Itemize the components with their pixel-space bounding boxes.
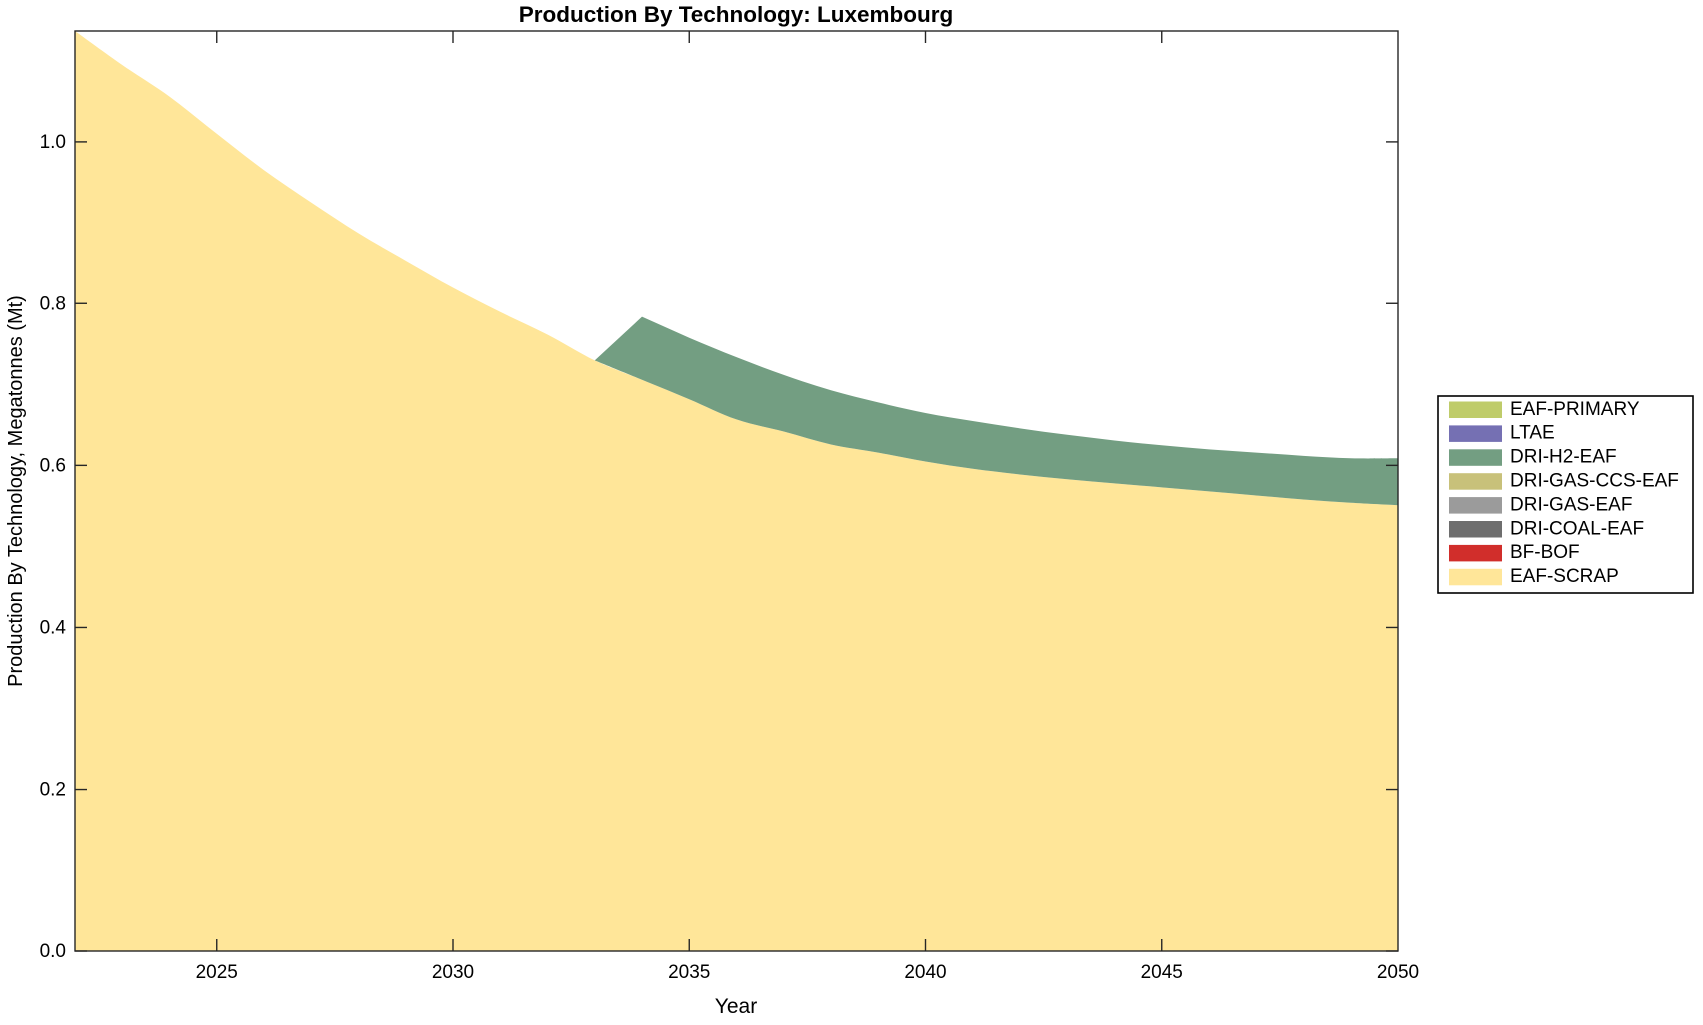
svg-text:LTAE: LTAE (1510, 423, 1555, 444)
svg-text:DRI-GAS-CCS-EAF: DRI-GAS-CCS-EAF (1510, 471, 1679, 492)
svg-text:DRI-GAS-EAF: DRI-GAS-EAF (1510, 494, 1632, 515)
svg-text:2050: 2050 (1377, 962, 1419, 983)
svg-text:2040: 2040 (904, 962, 946, 983)
svg-text:DRI-H2-EAF: DRI-H2-EAF (1510, 447, 1617, 468)
svg-text:Production By Technology: Luxe: Production By Technology: Luxembourg (519, 2, 954, 27)
svg-text:Production By Technology, Mega: Production By Technology, Megatonnes (Mt… (5, 295, 27, 687)
svg-text:EAF-SCRAP: EAF-SCRAP (1510, 566, 1619, 587)
svg-text:2045: 2045 (1141, 962, 1183, 983)
svg-text:0.0: 0.0 (40, 941, 66, 962)
svg-text:0.2: 0.2 (40, 780, 66, 801)
svg-text:BF-BOF: BF-BOF (1510, 542, 1580, 563)
svg-text:DRI-COAL-EAF: DRI-COAL-EAF (1510, 518, 1644, 539)
svg-text:0.8: 0.8 (40, 293, 66, 314)
svg-text:Year: Year (715, 995, 757, 1018)
svg-text:0.4: 0.4 (40, 617, 67, 638)
svg-text:2035: 2035 (668, 962, 710, 983)
svg-text:EAF-PRIMARY: EAF-PRIMARY (1510, 399, 1640, 420)
svg-text:2025: 2025 (196, 962, 238, 983)
svg-text:0.6: 0.6 (40, 455, 66, 476)
svg-text:1.0: 1.0 (40, 132, 66, 153)
svg-text:2030: 2030 (432, 962, 474, 983)
